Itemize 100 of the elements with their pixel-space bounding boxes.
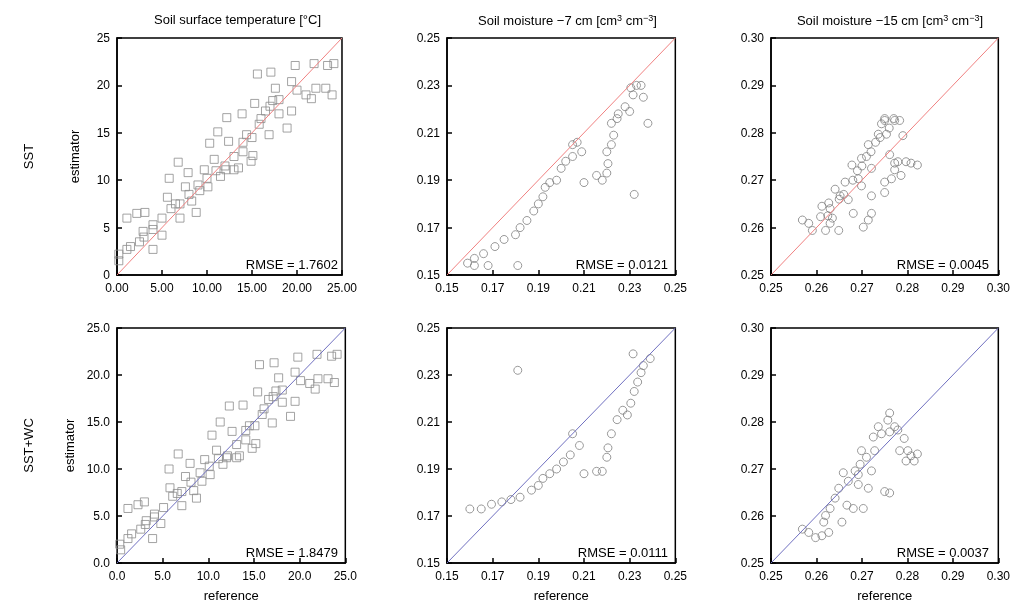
point: [853, 174, 863, 184]
annotation: RMSE = 1.7602: [245, 257, 338, 272]
y-tick-label: 0.25: [416, 31, 441, 45]
x-tick-label: 0.25: [663, 281, 688, 295]
point: [606, 118, 616, 128]
y-tick-label: 0: [103, 268, 111, 282]
point: [843, 476, 853, 486]
x-tick-label: 20.0: [287, 569, 312, 583]
point: [561, 156, 571, 166]
y-tick-label: 15: [96, 125, 111, 140]
x-tick-label: 0.27: [850, 281, 874, 295]
point: [866, 147, 876, 157]
point: [643, 118, 653, 128]
point: [622, 410, 632, 420]
point: [825, 204, 835, 214]
point: [497, 497, 507, 507]
y-tick-label: 0.29: [740, 78, 765, 93]
point: [873, 422, 883, 432]
point: [513, 261, 523, 271]
point: [633, 377, 643, 387]
point: [866, 466, 876, 476]
point: [511, 230, 520, 240]
point: [515, 223, 525, 233]
point: [824, 527, 834, 537]
point: [884, 123, 894, 133]
x-tick-label: 25.00: [326, 281, 358, 295]
point: [848, 175, 858, 185]
point: [875, 133, 885, 143]
point: [490, 242, 500, 252]
point: [579, 178, 589, 188]
x-tick-label: 0.17: [480, 281, 505, 295]
point: [603, 159, 613, 169]
point: [568, 429, 578, 439]
y-tick-label: 25.0: [86, 321, 111, 335]
x-tick-label: 20.00: [281, 281, 313, 295]
point: [827, 213, 837, 223]
point: [636, 368, 646, 378]
point: [807, 225, 817, 235]
y-tick-label: 0.17: [416, 220, 441, 235]
y-tick-label: 15.0: [86, 415, 111, 429]
point: [804, 527, 814, 537]
point: [821, 511, 831, 521]
point: [839, 189, 849, 199]
point: [853, 480, 863, 490]
point: [522, 215, 532, 225]
point: [912, 160, 922, 170]
point: [476, 504, 486, 514]
point: [885, 150, 895, 160]
point: [592, 466, 602, 476]
x-tick-label: 0.27: [850, 569, 874, 583]
point: [895, 446, 905, 456]
point: [465, 504, 475, 514]
point: [901, 456, 911, 466]
point: [853, 470, 863, 480]
point: [817, 531, 827, 541]
x-tick-label: 0.29: [941, 281, 965, 295]
y-tick-label: 5.0: [93, 509, 111, 523]
x-tick-label: 0.19: [526, 569, 551, 583]
annotation: RMSE = 0.0045: [896, 257, 989, 272]
point: [552, 175, 562, 185]
point: [556, 163, 566, 173]
x-tick-label: 0.29: [941, 569, 965, 583]
point: [645, 354, 655, 364]
point: [863, 215, 873, 225]
y-tick-label: 0.27: [740, 173, 765, 188]
y-tick-label: 10: [96, 173, 111, 188]
point: [834, 483, 844, 493]
point: [529, 206, 539, 216]
point: [629, 189, 639, 199]
point: [866, 163, 876, 173]
point: [469, 253, 479, 263]
point: [638, 92, 648, 102]
point: [898, 131, 908, 141]
point: [506, 495, 516, 505]
y-tick-label: 0.27: [740, 462, 765, 476]
point: [870, 446, 880, 456]
point: [612, 415, 622, 425]
y-tick-label: 0.23: [416, 78, 441, 93]
point: [463, 258, 473, 268]
x-tick-label: 25.0: [333, 569, 358, 583]
point: [903, 446, 913, 456]
point: [838, 468, 848, 478]
point: [625, 106, 635, 116]
point: [885, 427, 895, 437]
y-tick-label: 0.26: [740, 220, 765, 235]
point: [797, 524, 807, 534]
point: [538, 192, 548, 202]
x-tick-label: 0.15: [435, 281, 459, 295]
y-tick-label: 0.21: [416, 125, 441, 140]
x-tick-label: 0.21: [572, 569, 596, 583]
point: [863, 483, 873, 493]
text: SST: [20, 143, 36, 170]
point: [515, 492, 525, 502]
point: [533, 480, 543, 490]
point: [858, 222, 868, 232]
point: [602, 147, 612, 157]
x-tick-label: 0.26: [804, 281, 829, 295]
y-tick-label: 0.15: [416, 556, 441, 570]
point: [823, 211, 833, 221]
point: [906, 158, 916, 168]
